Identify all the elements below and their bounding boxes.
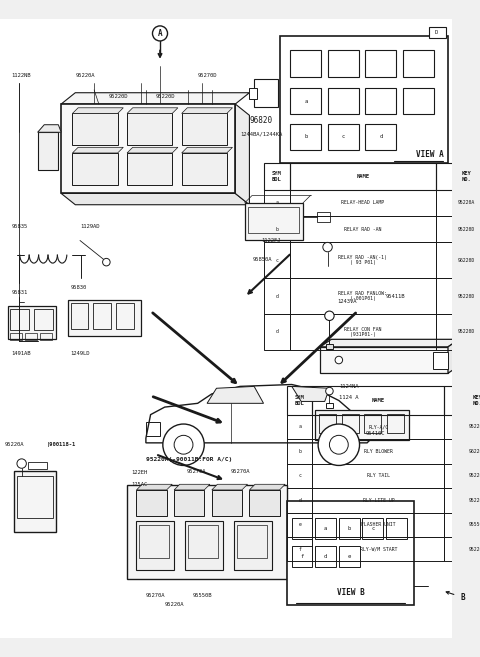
Text: 95270A: 95270A: [146, 593, 166, 598]
Polygon shape: [127, 147, 178, 153]
Bar: [365, 124, 396, 150]
Text: 95220A: 95220A: [468, 473, 480, 478]
Bar: [436, 190, 480, 216]
Bar: [287, 488, 312, 512]
Text: RLY-LITE UP: RLY-LITE UP: [362, 498, 394, 503]
Bar: [312, 439, 444, 464]
Text: 1491AB: 1491AB: [12, 351, 31, 356]
Bar: [212, 490, 242, 516]
Bar: [280, 36, 448, 164]
Text: 1122FJ: 1122FJ: [262, 238, 281, 243]
Text: b: b: [276, 227, 278, 232]
Text: |900118-1: |900118-1: [47, 442, 76, 447]
Bar: [312, 512, 444, 537]
Polygon shape: [235, 104, 250, 205]
Polygon shape: [181, 108, 232, 114]
Text: 95550B: 95550B: [468, 522, 480, 528]
Bar: [34, 309, 53, 330]
Bar: [312, 488, 444, 512]
Bar: [444, 537, 480, 562]
Bar: [127, 486, 287, 579]
Bar: [444, 439, 480, 464]
Bar: [188, 525, 218, 558]
Bar: [181, 153, 227, 185]
Bar: [312, 386, 444, 415]
Text: B: B: [461, 593, 466, 602]
Text: 95550B: 95550B: [193, 593, 213, 598]
Bar: [136, 521, 174, 570]
Bar: [290, 216, 436, 242]
Circle shape: [456, 590, 470, 604]
Polygon shape: [250, 484, 285, 490]
Bar: [146, 422, 160, 436]
Bar: [28, 462, 47, 469]
Text: 95220A: 95220A: [468, 424, 480, 430]
Bar: [327, 88, 359, 114]
Polygon shape: [72, 108, 123, 114]
Polygon shape: [212, 484, 248, 490]
Bar: [312, 415, 444, 439]
Text: a: a: [304, 99, 308, 104]
Bar: [250, 490, 279, 516]
Text: RELAY-HEAD LAMP: RELAY-HEAD LAMP: [341, 200, 384, 206]
Text: RELAY RAD -AN(-1)
( 93 P01): RELAY RAD -AN(-1) ( 93 P01): [338, 256, 387, 265]
Polygon shape: [320, 339, 459, 347]
Text: SYM
BOL: SYM BOL: [272, 171, 282, 182]
Bar: [71, 303, 88, 329]
Bar: [386, 518, 407, 539]
Bar: [254, 79, 277, 107]
Polygon shape: [146, 384, 372, 443]
Bar: [315, 547, 336, 567]
Bar: [315, 518, 336, 539]
Bar: [185, 521, 223, 570]
Text: D: D: [435, 30, 438, 35]
Circle shape: [323, 242, 332, 252]
Text: a: a: [276, 200, 278, 206]
Bar: [127, 114, 172, 145]
Text: c: c: [276, 258, 278, 263]
Text: 1124 A: 1124 A: [339, 395, 359, 400]
Bar: [317, 212, 330, 221]
Bar: [25, 332, 36, 340]
Bar: [360, 422, 373, 436]
Polygon shape: [292, 386, 329, 401]
Text: 96220D: 96220D: [458, 258, 475, 263]
Text: d: d: [299, 498, 301, 503]
Text: c: c: [371, 526, 374, 531]
Text: RLY-A/C: RLY-A/C: [368, 424, 388, 430]
Bar: [387, 414, 404, 432]
Text: VIEW B: VIEW B: [337, 588, 364, 597]
Text: a: a: [299, 424, 301, 430]
Bar: [174, 490, 204, 516]
Text: NAME: NAME: [372, 398, 385, 403]
Text: 1243VA: 1243VA: [337, 299, 357, 304]
Text: 95220A: 95220A: [75, 74, 95, 78]
Bar: [245, 203, 303, 240]
Polygon shape: [207, 386, 264, 403]
Bar: [444, 512, 480, 537]
Polygon shape: [174, 484, 210, 490]
Bar: [72, 114, 118, 145]
Polygon shape: [37, 125, 61, 132]
Text: 95830: 95830: [71, 285, 87, 290]
Bar: [290, 88, 321, 114]
Circle shape: [163, 424, 204, 465]
Circle shape: [103, 258, 110, 266]
Text: RLY TAIL: RLY TAIL: [367, 473, 390, 478]
Bar: [290, 242, 436, 278]
Bar: [315, 410, 409, 440]
Bar: [61, 104, 235, 193]
Text: d: d: [276, 329, 278, 334]
Text: 95835: 95835: [12, 224, 27, 229]
Text: 1122NB: 1122NB: [12, 74, 31, 78]
Bar: [444, 488, 480, 512]
Polygon shape: [136, 484, 172, 490]
Bar: [339, 518, 360, 539]
Text: b: b: [299, 449, 301, 454]
Text: c: c: [342, 135, 345, 139]
Bar: [429, 27, 446, 38]
Text: 95411B: 95411B: [386, 294, 406, 300]
Text: A: A: [158, 29, 162, 38]
Text: KEY
NO.: KEY NO.: [472, 396, 480, 406]
Bar: [72, 153, 118, 185]
